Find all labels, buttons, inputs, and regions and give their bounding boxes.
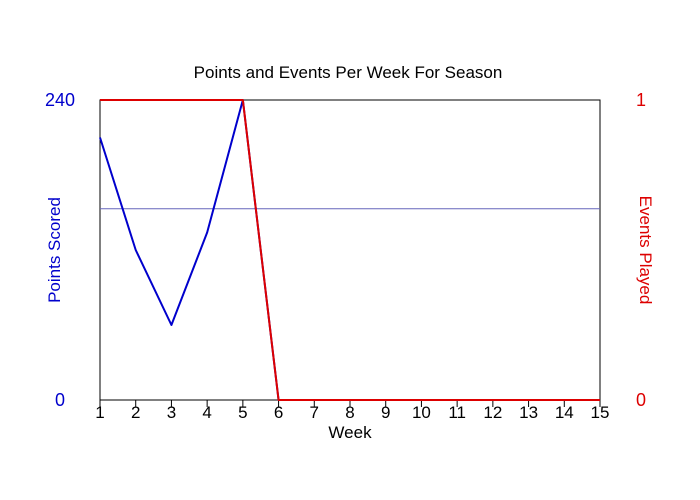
series-layer (99, 99, 601, 401)
x-axis-label: Week (328, 423, 372, 442)
y-right-tick-bottom: 0 (636, 390, 646, 410)
x-tick-label-1: 1 (95, 403, 104, 422)
x-tick-label-7: 7 (310, 403, 319, 422)
x-tick-label-9: 9 (381, 403, 390, 422)
x-tick-label-5: 5 (238, 403, 247, 422)
chart-title: Points and Events Per Week For Season (194, 63, 503, 82)
x-tick-label-10: 10 (412, 403, 431, 422)
series-line-events-played (100, 99, 600, 401)
x-tick-label-3: 3 (167, 403, 176, 422)
x-tick-label-13: 13 (519, 403, 538, 422)
x-tick-label-12: 12 (483, 403, 502, 422)
x-axis-tick-labels: 1 2 3 4 5 6 7 8 9 10 11 12 13 14 15 (95, 403, 609, 422)
plot-area (99, 99, 601, 401)
y-left-axis-label: Points Scored (45, 197, 64, 303)
x-tick-label-8: 8 (345, 403, 354, 422)
y-left-tick-top: 240 (45, 90, 75, 110)
x-tick-label-15: 15 (591, 403, 610, 422)
x-tick-label-11: 11 (448, 403, 466, 422)
x-tick-label-14: 14 (555, 403, 574, 422)
y-right-axis-label: Events Played (636, 196, 655, 305)
series-line-points-scored (99, 99, 600, 401)
x-tick-label-4: 4 (202, 403, 211, 422)
x-tick-label-6: 6 (274, 403, 283, 422)
x-axis-ticks (99, 400, 601, 407)
y-right-tick-top: 1 (636, 90, 646, 110)
y-left-tick-bottom: 0 (55, 390, 65, 410)
x-tick-label-2: 2 (131, 403, 140, 422)
